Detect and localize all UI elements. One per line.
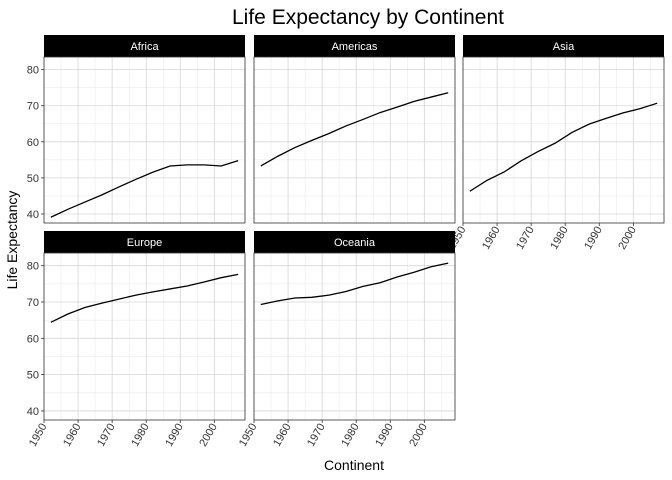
facet-strip [254, 231, 455, 253]
panel-border [43, 252, 246, 421]
y-tick-label: 40 [27, 406, 39, 418]
y-tick-label: 60 [27, 333, 39, 345]
series-line [260, 262, 449, 306]
facet-strip [463, 35, 664, 57]
y-tick-label: 50 [27, 370, 39, 382]
facet-strip [254, 35, 455, 57]
x-tick-label: 1980 [548, 225, 571, 252]
facet-strip-label: Asia [553, 41, 575, 53]
facet-panel: Americas [253, 35, 456, 224]
x-tick-label: 1990 [582, 225, 605, 252]
panel-border [43, 56, 246, 224]
x-tick-label: 1970 [305, 422, 328, 449]
chart-title: Life Expectancy by Continent [232, 6, 504, 29]
y-tick-label: 50 [27, 173, 39, 185]
y-tick-label: 80 [27, 65, 39, 77]
x-tick-label: 1960 [480, 225, 503, 252]
facet-panel: Africa 40 50 60 70 80 [27, 35, 246, 224]
facet-panel: Oceania 1950 1960 1970 1980 1990 2000 [237, 231, 456, 449]
y-tick-label: 70 [27, 101, 39, 113]
facet-strip [44, 231, 245, 253]
facet-strip-label: Oceania [334, 237, 376, 249]
y-axis-title: Life Expectancy [4, 191, 20, 290]
x-axis-title: Continent [324, 457, 384, 473]
x-tick-label: 1980 [339, 422, 362, 449]
x-tick-label: 1960 [271, 422, 294, 449]
series-line [50, 273, 239, 323]
y-tick-label: 70 [27, 297, 39, 309]
x-tick-label: 1950 [27, 422, 50, 449]
x-tick-label: 1990 [163, 422, 186, 449]
y-tick-label: 80 [27, 261, 39, 273]
panel-border [462, 56, 665, 224]
x-tick-label: 2000 [197, 422, 220, 449]
panel-border [253, 56, 456, 224]
facet-strip [44, 35, 245, 57]
facet-strip-label: Americas [332, 41, 378, 53]
series-line [469, 102, 658, 192]
facet-strip-label: Africa [130, 41, 159, 53]
x-tick-label: 1980 [129, 422, 152, 449]
series-line [50, 159, 239, 218]
x-tick-label: 1970 [514, 225, 537, 252]
x-tick-label: 1950 [237, 422, 260, 449]
facet-panel: Europe 40 50 60 70 80 1950 1960 1970 1980 1990 2000 [27, 231, 246, 449]
x-tick-label: 2000 [407, 422, 430, 449]
y-tick-label: 60 [27, 137, 39, 149]
panel-border [253, 252, 456, 421]
x-tick-label: 1960 [61, 422, 84, 449]
x-tick-label: 1970 [95, 422, 118, 449]
x-tick-label: 1990 [373, 422, 396, 449]
y-tick-label: 40 [27, 209, 39, 221]
x-tick-label: 2000 [616, 225, 639, 252]
facet-strip-label: Europe [127, 237, 162, 249]
series-line [260, 92, 449, 167]
